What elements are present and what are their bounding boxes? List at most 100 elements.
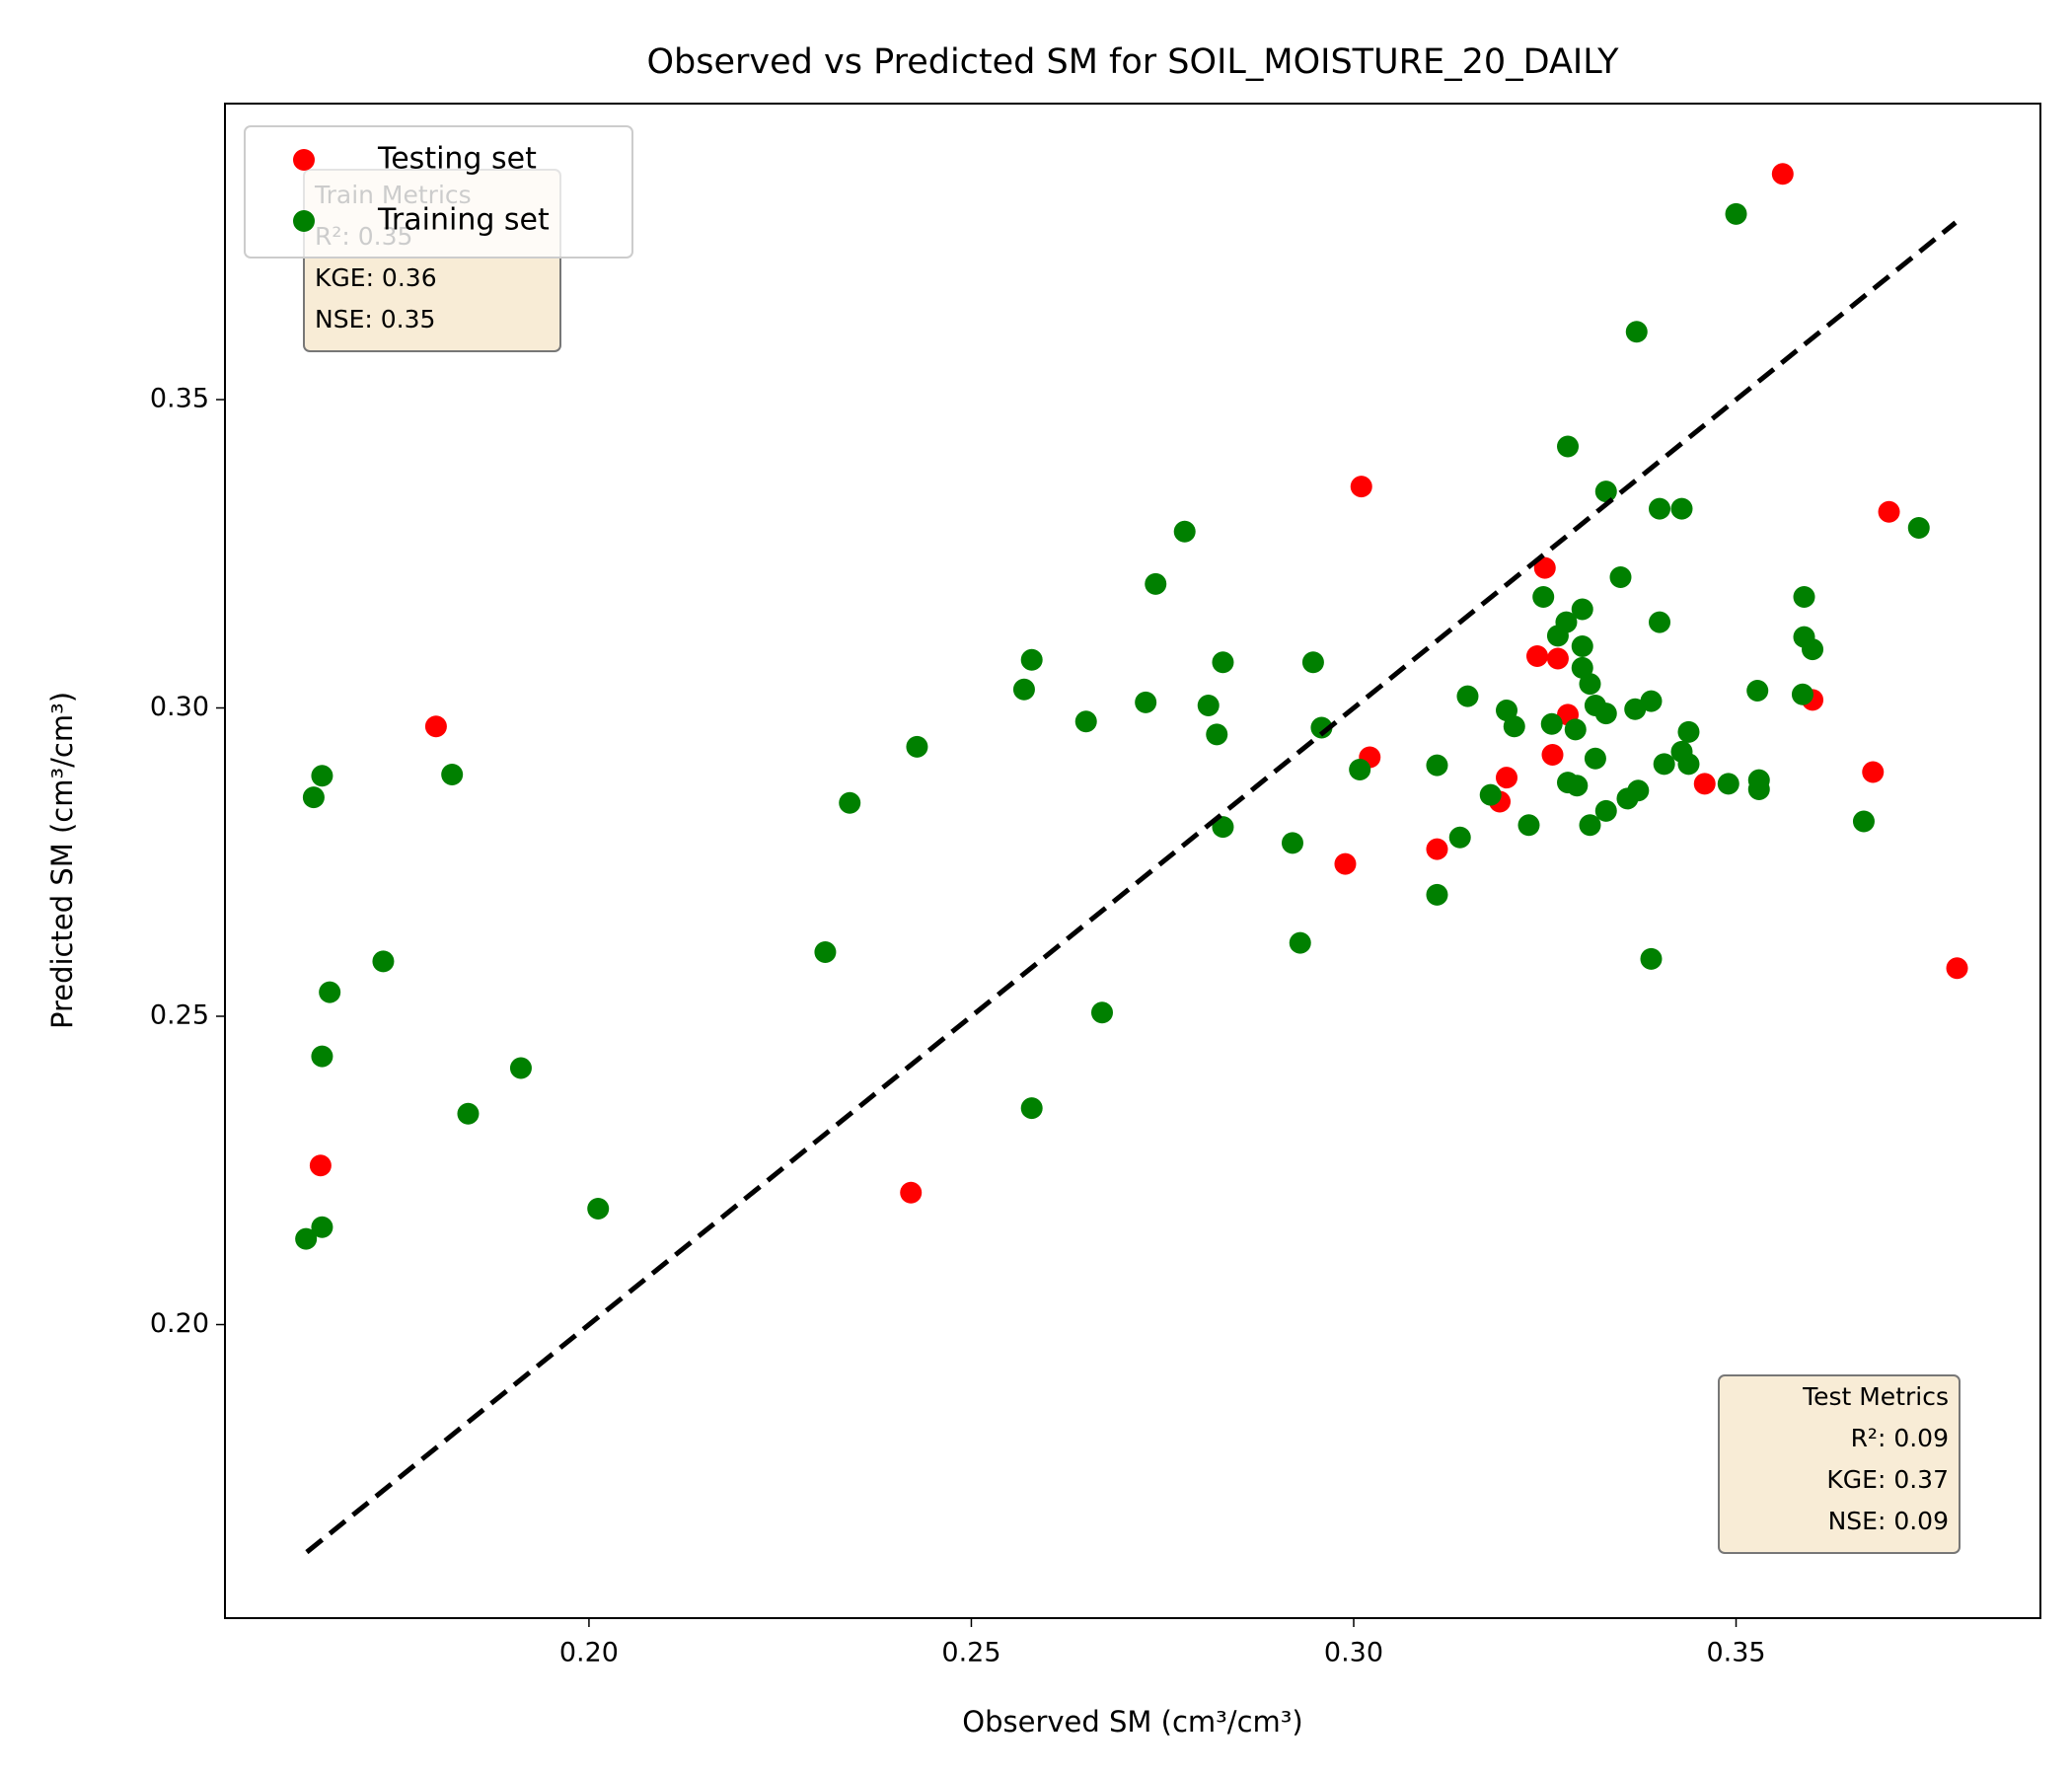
scatter-point	[295, 1227, 318, 1250]
scatter-point	[1725, 202, 1747, 225]
scatter-point	[1571, 598, 1593, 621]
scatter-point	[587, 1198, 610, 1220]
scatter-point	[1907, 517, 1930, 539]
scatter-point	[1791, 683, 1813, 705]
x-axis-label: Observed SM (cm³/cm³)	[962, 1705, 1302, 1739]
scatter-point	[1212, 651, 1234, 674]
scatter-point	[1517, 814, 1540, 837]
scatter-point	[509, 1057, 532, 1079]
scatter-point	[1546, 625, 1569, 647]
scatter-point	[1624, 698, 1647, 720]
scatter-point	[424, 715, 447, 738]
scatter-point	[1616, 787, 1639, 810]
scatter-point	[906, 735, 928, 758]
scatter-point	[1526, 645, 1549, 667]
scatter-point	[1020, 1097, 1043, 1120]
scatter-point	[1540, 712, 1563, 735]
scatter-point	[1206, 723, 1228, 746]
scatter-point	[1301, 651, 1324, 674]
scatter-point	[1533, 556, 1556, 579]
scatter-point	[1571, 635, 1593, 657]
scatter-point	[309, 1154, 332, 1177]
scatter-point	[1557, 435, 1580, 458]
scatter-point	[311, 765, 333, 787]
scatter-point	[1012, 678, 1035, 701]
test-metric: KGE: 0.37	[1826, 1465, 1949, 1494]
scatter-point	[1640, 690, 1663, 712]
x-tick-label: 0.20	[559, 1638, 619, 1668]
scatter-point	[1802, 638, 1824, 661]
scatter-point	[457, 1102, 480, 1125]
scatter-point	[1197, 695, 1220, 716]
legend-marker	[293, 149, 315, 171]
scatter-point	[1594, 481, 1617, 503]
scatter-point	[1479, 783, 1502, 806]
scatter-point	[311, 1045, 333, 1068]
scatter-point	[1173, 520, 1196, 543]
y-axis-label: Predicted SM (cm³/cm³)	[45, 692, 79, 1029]
scatter-point	[1566, 775, 1589, 797]
scatter-point	[1145, 572, 1167, 595]
scatter-point	[1456, 685, 1479, 707]
scatter-point	[1546, 647, 1569, 670]
scatter-point	[1609, 566, 1632, 588]
scatter-point	[1649, 497, 1671, 520]
scatter-point	[1334, 852, 1357, 875]
one-to-one-line	[305, 220, 1958, 1555]
scatter-point	[1532, 586, 1555, 608]
chart-title: Observed vs Predicted SM for SOIL_MOISTU…	[647, 42, 1620, 82]
scatter-point	[1350, 476, 1372, 498]
scatter-point	[1074, 710, 1097, 733]
scatter-point	[839, 791, 861, 814]
y-tick-label: 0.30	[150, 692, 209, 722]
scatter-point	[1541, 744, 1564, 766]
scatter-point	[900, 1181, 923, 1204]
scatter-point	[1090, 1001, 1113, 1024]
scatter-point	[302, 786, 325, 809]
scatter-point	[1289, 931, 1311, 954]
scatter-point	[311, 1216, 333, 1238]
test-metric: NSE: 0.09	[1828, 1507, 1949, 1535]
scatter-point	[1579, 814, 1601, 837]
train-metric: KGE: 0.36	[315, 263, 437, 292]
scatter-point	[1584, 747, 1606, 770]
scatter-point	[1747, 778, 1770, 800]
scatter-point	[1771, 163, 1794, 185]
scatter-point	[1020, 648, 1043, 671]
scatter-point	[1862, 761, 1885, 783]
scatter-point	[1653, 753, 1675, 776]
scatter-point	[1594, 703, 1617, 725]
y-tick-label: 0.35	[150, 384, 209, 414]
legend-box	[244, 125, 633, 259]
test-metric: R²: 0.09	[1851, 1424, 1949, 1452]
x-tick-label: 0.30	[1324, 1638, 1383, 1668]
scatter-point	[1212, 816, 1234, 839]
scatter-point	[814, 941, 837, 963]
legend-label: Training set	[377, 203, 550, 238]
scatter-point	[1579, 673, 1601, 696]
scatter-point	[441, 764, 464, 785]
test-metrics-box	[1718, 1374, 1961, 1554]
scatter-point	[1793, 586, 1815, 608]
scatter-point	[1693, 773, 1716, 795]
scatter-point	[1564, 718, 1587, 741]
scatter-point	[1677, 720, 1700, 743]
scatter-point	[1670, 497, 1693, 520]
test-metric: Test Metrics	[1802, 1382, 1949, 1411]
scatter-point	[1878, 500, 1900, 523]
scatter-point	[1135, 691, 1157, 713]
scatter-point	[1426, 838, 1448, 860]
scatter-point	[1677, 753, 1700, 776]
scatter-point	[1946, 957, 1968, 980]
scatter-point	[1717, 773, 1739, 795]
y-tick-label: 0.25	[150, 1000, 209, 1031]
plot-frame	[224, 103, 2041, 1619]
scatter-point	[1349, 759, 1371, 780]
scatter-point	[1426, 883, 1448, 906]
scatter-point	[1503, 715, 1525, 738]
scatter-point	[1448, 826, 1471, 849]
train-metric: NSE: 0.35	[315, 305, 435, 333]
x-tick-label: 0.35	[1706, 1638, 1765, 1668]
scatter-point	[372, 950, 395, 973]
